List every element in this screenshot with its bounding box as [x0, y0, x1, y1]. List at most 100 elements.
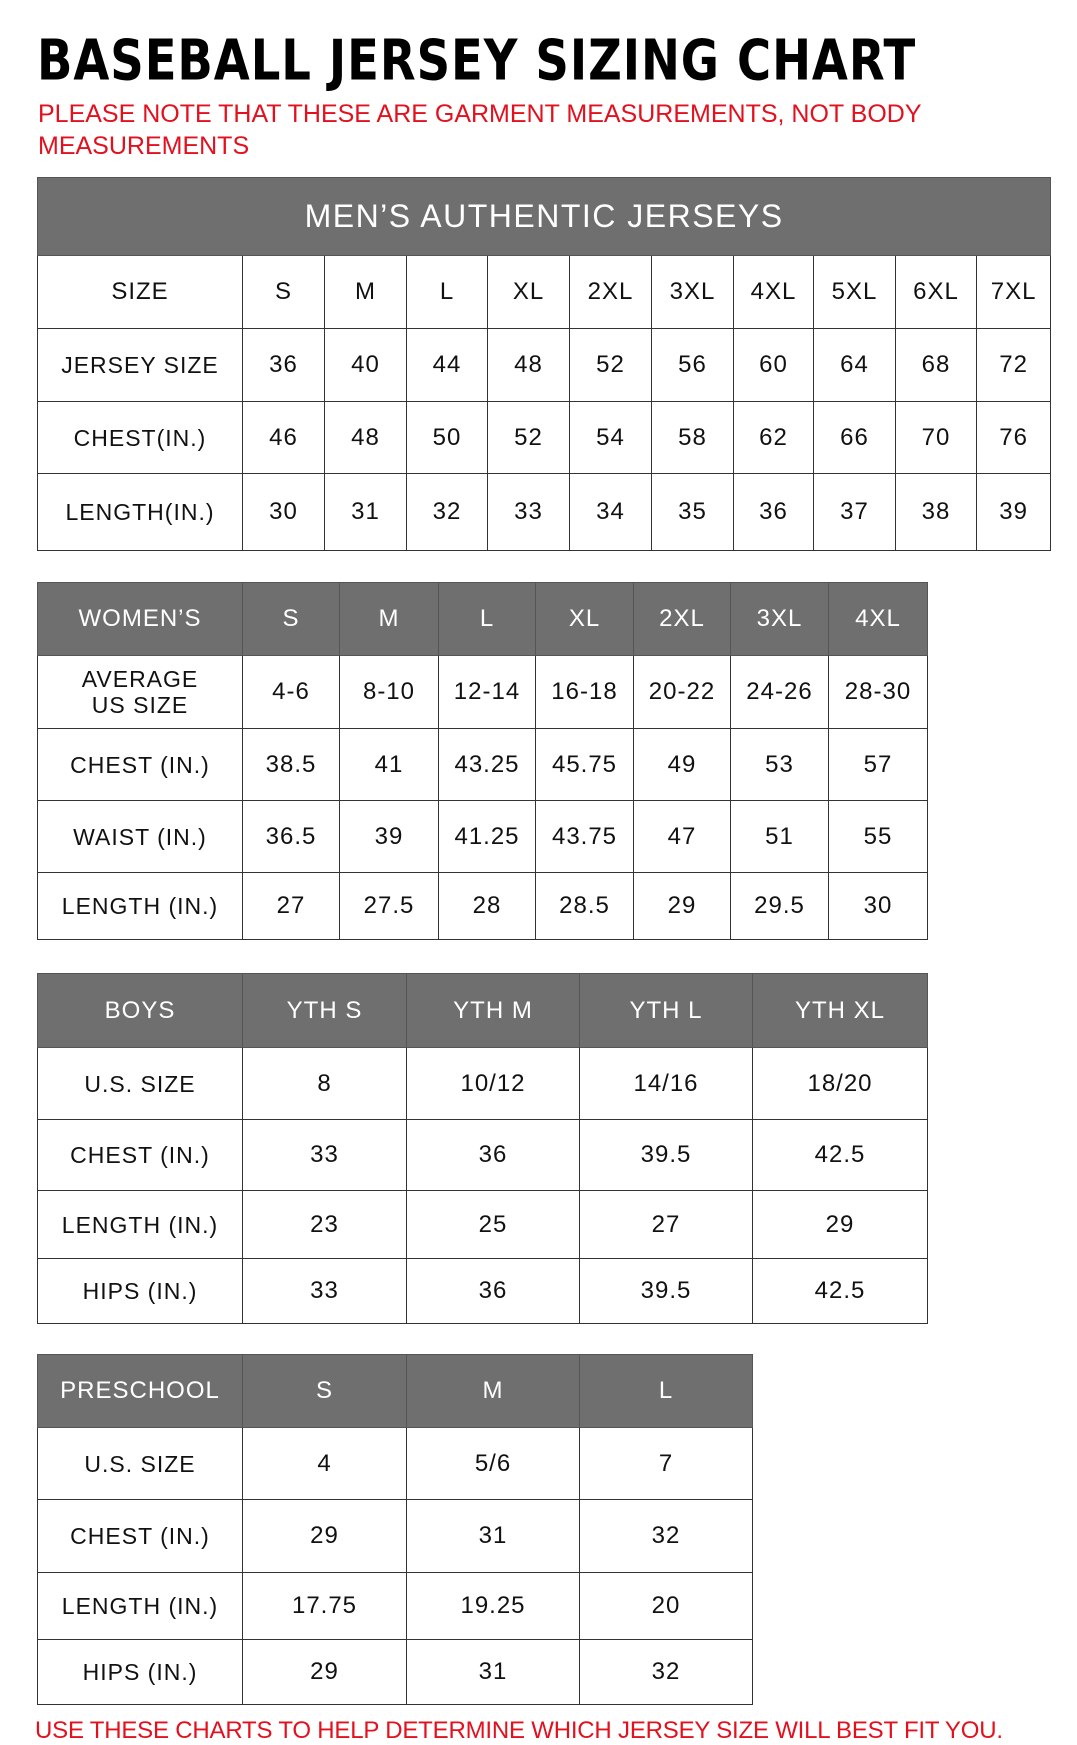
measurement-value: 17.75	[242, 1572, 407, 1640]
row-header-label: BOYS	[37, 973, 243, 1048]
table-row: CHEST (IN.) 38.5 41 43.25 45.75 49 53 57	[37, 728, 928, 801]
measurement-value: 50	[406, 401, 488, 474]
measurement-label: LENGTH (IN.)	[37, 1190, 243, 1259]
measurement-value: 60	[733, 328, 814, 402]
table-row: JERSEY SIZE 36 40 44 48 52 56 60 64 68 72	[37, 328, 1052, 402]
measurement-label: HIPS (IN.)	[37, 1639, 243, 1705]
measurement-value: 23	[242, 1190, 407, 1259]
measurement-label: U.S. SIZE	[37, 1427, 243, 1500]
measurement-value: 57	[828, 728, 928, 801]
measurement-value: 52	[569, 328, 652, 402]
measurement-value: 35	[651, 473, 734, 551]
measurement-value: 33	[487, 473, 570, 551]
table-row: U.S. SIZE 8 10/12 14/16 18/20	[37, 1047, 928, 1120]
measurement-value: 34	[569, 473, 652, 551]
measurement-value: 10/12	[406, 1047, 580, 1120]
measurement-value: 45.75	[535, 728, 634, 801]
measurement-value: 27	[579, 1190, 753, 1259]
measurement-value: 43.75	[535, 800, 634, 873]
measurement-value: 36	[242, 328, 325, 402]
measurement-value: 58	[651, 401, 734, 474]
measurement-label: LENGTH(IN.)	[37, 473, 243, 551]
measurement-label: LENGTH (IN.)	[37, 1572, 243, 1640]
size-column-header: L	[438, 582, 536, 656]
measurement-value: 19.25	[406, 1572, 580, 1640]
measurement-value: 41.25	[438, 800, 536, 873]
size-column-header: YTH M	[406, 973, 580, 1048]
size-column-header: L	[579, 1354, 753, 1428]
mens-authentic-table: MEN’S AUTHENTIC JERSEYS SIZE S M L XL 2XL 3XL 4X…	[36, 177, 1052, 551]
measurement-value: 5/6	[406, 1427, 580, 1500]
size-column-header: M	[324, 255, 407, 329]
table-row: HIPS (IN.) 29 31 32	[37, 1639, 753, 1705]
preschool-table: PRESCHOOL S M L U.S. SIZE 4 5/6 7 CHEST (IN.) 29 3…	[37, 1354, 753, 1705]
table-row: HIPS (IN.) 33 36 39.5 42.5	[37, 1258, 928, 1324]
row-header-label: PRESCHOOL	[37, 1354, 243, 1428]
measurement-label: JERSEY SIZE	[37, 328, 243, 402]
measurement-value: 46	[242, 401, 325, 474]
measurement-value: 30	[828, 872, 928, 940]
header-row: BOYS YTH S YTH M YTH L YTH XL	[37, 973, 928, 1048]
table-row: CHEST (IN.) 33 36 39.5 42.5	[37, 1119, 928, 1191]
measurement-label: HIPS (IN.)	[37, 1258, 243, 1324]
measurement-value: 20-22	[633, 655, 731, 729]
measurement-value: 47	[633, 800, 731, 873]
size-column-header: S	[242, 582, 340, 656]
measurement-value: 42.5	[752, 1258, 928, 1324]
measurement-label: CHEST (IN.)	[37, 1119, 243, 1191]
measurement-value: 14/16	[579, 1047, 753, 1120]
measurement-value: 30	[242, 473, 325, 551]
header-row: WOMEN’S S M L XL 2XL 3XL 4XL	[37, 582, 928, 656]
measurement-value: 29	[752, 1190, 928, 1259]
size-column-header: M	[406, 1354, 580, 1428]
measurement-value: 31	[324, 473, 407, 551]
measurement-value: 18/20	[752, 1047, 928, 1120]
garment-measurement-note: PLEASE NOTE THAT THESE ARE GARMENT MEASU…	[38, 100, 922, 160]
measurement-value: 55	[828, 800, 928, 873]
measurement-value: 36.5	[242, 800, 340, 873]
table-banner: MEN’S AUTHENTIC JERSEYS	[36, 177, 1052, 256]
measurement-value: 48	[487, 328, 570, 402]
table-row: LENGTH(IN.) 30 31 32 33 34 35 36 37 38 39	[37, 473, 1052, 551]
measurement-value: 8-10	[339, 655, 439, 729]
boys-table: BOYS YTH S YTH M YTH L YTH XL U.S. SIZE 8 10/12…	[37, 973, 928, 1324]
measurement-value: 72	[975, 328, 1052, 402]
measurement-value: 56	[651, 328, 734, 402]
footer-note: USE THESE CHARTS TO HELP DETERMINE WHICH…	[35, 1717, 1003, 1744]
measurement-value: 62	[733, 401, 814, 474]
measurement-label: U.S. SIZE	[37, 1047, 243, 1120]
measurement-value: 29.5	[730, 872, 829, 940]
measurement-label: LENGTH (IN.)	[37, 872, 243, 940]
measurement-value: 25	[406, 1190, 580, 1259]
measurement-value: 39.5	[579, 1119, 753, 1191]
measurement-value: 31	[406, 1639, 580, 1705]
measurement-value: 27	[242, 872, 340, 940]
header-row: PRESCHOOL S M L	[37, 1354, 753, 1428]
measurement-value: 48	[324, 401, 407, 474]
row-header-label: SIZE	[37, 255, 243, 329]
measurement-value: 68	[895, 328, 977, 402]
measurement-value: 32	[406, 473, 488, 551]
measurement-label: CHEST (IN.)	[37, 1499, 243, 1573]
table-row: LENGTH (IN.) 27 27.5 28 28.5 29 29.5 30	[37, 872, 928, 940]
size-column-header: 7XL	[975, 255, 1052, 329]
measurement-value: 28.5	[535, 872, 634, 940]
size-column-header: YTH L	[579, 973, 753, 1048]
table-row: WAIST (IN.) 36.5 39 41.25 43.75 47 51 55	[37, 800, 928, 873]
measurement-value: 4	[242, 1427, 407, 1500]
size-column-header: L	[406, 255, 488, 329]
womens-table: WOMEN’S S M L XL 2XL 3XL 4XL AVERAGE US SIZE 4-6 8…	[37, 582, 928, 940]
measurement-value: 28	[438, 872, 536, 940]
measurement-value: 33	[242, 1258, 407, 1324]
measurement-value: 24-26	[730, 655, 829, 729]
measurement-value: 4-6	[242, 655, 340, 729]
size-column-header: YTH XL	[752, 973, 928, 1048]
measurement-value: 54	[569, 401, 652, 474]
size-column-header: 4XL	[733, 255, 814, 329]
size-column-header: 3XL	[651, 255, 734, 329]
table-row: CHEST(IN.) 46 48 50 52 54 58 62 66 70 76	[37, 401, 1052, 474]
measurement-value: 76	[975, 401, 1052, 474]
measurement-value: 43.25	[438, 728, 536, 801]
measurement-value: 29	[633, 872, 731, 940]
size-column-header: 2XL	[633, 582, 731, 656]
